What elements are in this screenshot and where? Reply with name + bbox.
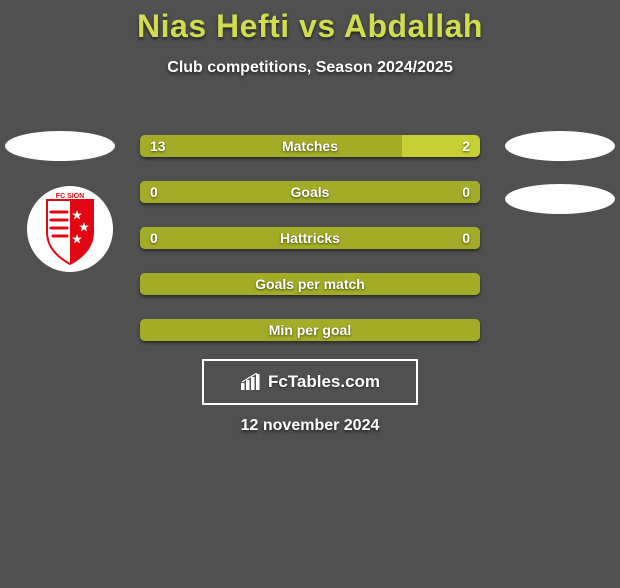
- player-right-badge-2: [505, 184, 615, 214]
- club-logo-left: FC SION: [27, 186, 113, 272]
- stat-bar-min-per-goal: Min per goal: [140, 319, 480, 341]
- player-left-badge-1: [5, 131, 115, 161]
- svg-text:FC SION: FC SION: [56, 193, 84, 200]
- stat-right-value: 0: [462, 227, 470, 249]
- page-subtitle: Club competitions, Season 2024/2025: [0, 59, 620, 77]
- stats-bars: 13 Matches 2 0 Goals 0 0 Hattricks 0 Goa…: [140, 135, 480, 365]
- watermark-text: FcTables.com: [268, 372, 380, 392]
- player-right-badge-1: [505, 131, 615, 161]
- stat-bar-goals-per-match: Goals per match: [140, 273, 480, 295]
- stat-bar-goals: 0 Goals 0: [140, 181, 480, 203]
- stat-bar-matches: 13 Matches 2: [140, 135, 480, 157]
- stat-right-value: 2: [462, 135, 470, 157]
- page-title: Nias Hefti vs Abdallah: [0, 8, 620, 45]
- stat-label: Goals: [140, 181, 480, 203]
- stat-label: Matches: [140, 135, 480, 157]
- date-text: 12 november 2024: [0, 417, 620, 435]
- stat-label: Min per goal: [140, 319, 480, 341]
- watermark-box: FcTables.com: [202, 359, 418, 405]
- bar-chart-icon: [240, 373, 264, 391]
- stat-right-value: 0: [462, 181, 470, 203]
- stat-label: Goals per match: [140, 273, 480, 295]
- stat-label: Hattricks: [140, 227, 480, 249]
- fc-sion-shield-icon: FC SION: [27, 186, 113, 272]
- stat-bar-hattricks: 0 Hattricks 0: [140, 227, 480, 249]
